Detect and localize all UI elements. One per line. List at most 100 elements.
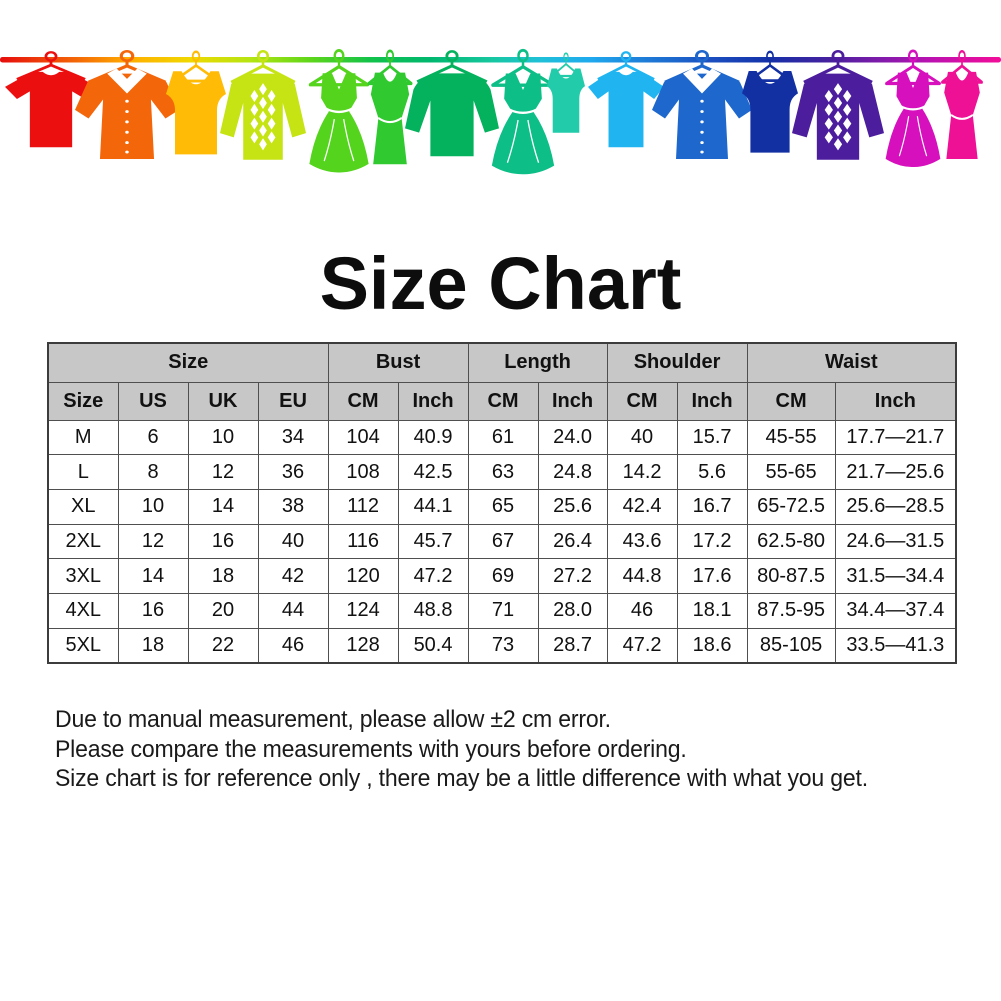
table-cell: 46: [257, 627, 329, 664]
table-cell: 2XL: [47, 523, 119, 560]
table-cell: 40.9: [397, 419, 469, 456]
table-cell: 104: [327, 419, 399, 456]
table-cell: 43.6: [606, 523, 678, 560]
table-cell: XL: [47, 488, 119, 525]
table-cell: 15.7: [676, 419, 748, 456]
garment-magenta-dress: [884, 49, 942, 168]
table-cell: 12: [117, 523, 189, 560]
garment-green-tank-dress: [366, 49, 414, 166]
garment-purple-argyle-sweater: [792, 49, 884, 162]
note-line-1: Due to manual measurement, please allow …: [55, 706, 611, 733]
table-cell: 116: [327, 523, 399, 560]
table-cell: 34.4—37.4: [834, 592, 957, 629]
col-header-uk: UK: [187, 381, 259, 421]
table-cell: 34: [257, 419, 329, 456]
size-table-body: M 6 10 34 104 40.9 61 24.0 40 15.7 45-55 17.7—21.7 L…: [47, 419, 957, 664]
table-group-header-row: Size Bust Length Shoulder Waist: [47, 342, 957, 383]
table-cell: 61: [467, 419, 539, 456]
table-cell: L: [47, 454, 119, 490]
table-cell: 27.2: [537, 558, 608, 594]
table-cell: 21.7—25.6: [834, 454, 957, 490]
table-cell: 18: [117, 627, 189, 664]
table-cell: 87.5-95: [746, 592, 836, 629]
col-header-length-inch: Inch: [537, 381, 608, 421]
table-cell: 36: [257, 454, 329, 490]
col-header-us: US: [117, 381, 189, 421]
table-cell: 42: [257, 558, 329, 594]
col-header-length-cm: CM: [467, 381, 539, 421]
table-row: 2XL 12 16 40 116 45.7 67 26.4 43.6 17.2 62.5-80 24.…: [47, 523, 957, 560]
garment-teal-dress: [490, 48, 556, 175]
table-cell: 44.8: [606, 558, 678, 594]
table-row: XL 10 14 38 112 44.1 65 25.6 42.4 16.7 65-72.5 25.6…: [47, 488, 957, 525]
table-cell: 69: [467, 558, 539, 594]
table-cell: 80-87.5: [746, 558, 836, 594]
group-header-bust: Bust: [327, 342, 469, 383]
table-cell: 18: [187, 558, 259, 594]
table-cell: 5.6: [676, 454, 748, 490]
table-cell: 3XL: [47, 558, 119, 594]
table-cell: 18.6: [676, 627, 748, 664]
table-cell: 14: [117, 558, 189, 594]
table-cell: 38: [257, 488, 329, 525]
table-cell: 44.1: [397, 488, 469, 525]
garment-green-dress: [307, 48, 371, 173]
clothesline: [0, 57, 1001, 63]
table-cell: 55-65: [746, 454, 836, 490]
table-cell: 73: [467, 627, 539, 664]
table-cell: 31.5—34.4: [834, 558, 957, 594]
table-cell: 71: [467, 592, 539, 629]
table-cell: 67: [467, 523, 539, 560]
table-cell: 65-72.5: [746, 488, 836, 525]
table-cell: 6: [117, 419, 189, 456]
table-cell: 24.0: [537, 419, 608, 456]
table-cell: 17.2: [676, 523, 748, 560]
table-row: L 8 12 36 108 42.5 63 24.8 14.2 5.6 55-65 21.7—25.6: [47, 454, 957, 490]
table-cell: 26.4: [537, 523, 608, 560]
table-cell: 18.1: [676, 592, 748, 629]
table-cell: 50.4: [397, 627, 469, 664]
table-row: 4XL 16 20 44 124 48.8 71 28.0 46 18.1 87.5-95 34.4—…: [47, 592, 957, 629]
note-line-2: Please compare the measurements with you…: [55, 735, 687, 763]
table-cell: 62.5-80: [746, 523, 836, 560]
table-cell: 42.5: [397, 454, 469, 490]
group-header-waist: Waist: [746, 342, 957, 383]
table-cell: 22: [187, 627, 259, 664]
group-header-length: Length: [467, 342, 608, 383]
notes: Due to manual measurement, please allow …: [55, 705, 902, 794]
table-cell: 17.6: [676, 558, 748, 594]
table-cell: 14.2: [606, 454, 678, 490]
table-cell: 24.8: [537, 454, 608, 490]
table-cell: 5XL: [47, 627, 119, 664]
garment-cyan-tshirt: [588, 50, 664, 149]
table-cell: 28.0: [537, 592, 608, 629]
garment-yellow-tank-top: [166, 50, 226, 156]
table-cell: 10: [117, 488, 189, 525]
table-cell: 44: [257, 592, 329, 629]
col-header-bust-cm: CM: [327, 381, 399, 421]
table-cell: 25.6—28.5: [834, 488, 957, 525]
table-cell: 24.6—31.5: [834, 523, 957, 560]
garment-pink-tank-dress: [940, 49, 984, 161]
table-cell: 46: [606, 592, 678, 629]
table-cell: 17.7—21.7: [834, 419, 957, 456]
page-title: Size Chart: [319, 242, 682, 325]
col-header-waist-cm: CM: [746, 381, 836, 421]
table-cell: 47.2: [397, 558, 469, 594]
table-cell: 45-55: [746, 419, 836, 456]
size-table: Size Bust Length Shoulder Waist Size US …: [47, 342, 958, 664]
col-header-waist-inch: Inch: [834, 381, 957, 421]
table-cell: 63: [467, 454, 539, 490]
table-cell: 108: [327, 454, 399, 490]
table-cell: 47.2: [606, 627, 678, 664]
table-cell: 12: [187, 454, 259, 490]
col-header-size: Size: [47, 381, 119, 421]
col-header-shoulder-cm: CM: [606, 381, 678, 421]
table-cell: 10: [187, 419, 259, 456]
garment-yellowgreen-argyle-sweater: [220, 49, 306, 162]
table-cell: 40: [257, 523, 329, 560]
group-header-size: Size: [47, 342, 329, 383]
garment-blue-shirt: [652, 49, 752, 161]
table-cell: 45.7: [397, 523, 469, 560]
